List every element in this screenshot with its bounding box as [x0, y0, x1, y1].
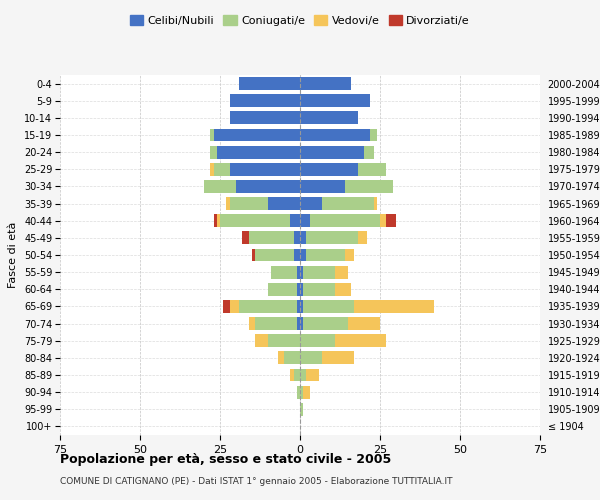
Bar — [300, 180, 345, 193]
Bar — [307, 368, 319, 382]
Bar — [300, 94, 370, 107]
Bar — [214, 128, 300, 141]
Bar — [345, 248, 355, 262]
Bar — [268, 334, 300, 347]
Bar — [271, 266, 297, 278]
Bar — [300, 266, 303, 278]
Bar — [230, 163, 300, 175]
Bar — [303, 283, 335, 296]
Bar — [300, 112, 358, 124]
Bar — [345, 180, 393, 193]
Bar — [293, 248, 300, 262]
Bar — [300, 368, 307, 382]
Bar — [217, 146, 300, 158]
Bar — [230, 197, 268, 210]
Bar — [300, 232, 307, 244]
Bar — [255, 248, 293, 262]
Bar — [300, 77, 351, 90]
Bar — [310, 214, 380, 227]
Bar — [226, 197, 230, 210]
Bar — [297, 317, 300, 330]
Bar — [230, 300, 239, 313]
Bar — [297, 300, 300, 313]
Text: Popolazione per età, sesso e stato civile - 2005: Popolazione per età, sesso e stato civil… — [60, 452, 391, 466]
Bar — [364, 146, 374, 158]
Bar — [242, 232, 249, 244]
Bar — [303, 266, 335, 278]
Bar — [239, 300, 297, 313]
Bar — [358, 232, 367, 244]
Bar — [211, 163, 214, 175]
Bar — [214, 163, 230, 175]
Bar — [293, 232, 300, 244]
Bar — [300, 248, 307, 262]
Bar — [348, 317, 380, 330]
Bar — [293, 368, 300, 382]
Bar — [300, 352, 322, 364]
Bar — [290, 214, 300, 227]
Bar — [211, 146, 217, 158]
Bar — [297, 283, 300, 296]
Bar — [278, 352, 284, 364]
Bar — [380, 214, 386, 227]
Bar — [230, 94, 300, 107]
Bar — [300, 300, 303, 313]
Bar — [268, 197, 300, 210]
Bar — [239, 77, 300, 90]
Bar — [284, 352, 300, 364]
Bar — [303, 300, 355, 313]
Y-axis label: Fasce di età: Fasce di età — [8, 222, 19, 288]
Bar — [300, 334, 335, 347]
Bar — [252, 248, 255, 262]
Bar — [236, 180, 300, 193]
Bar — [300, 146, 364, 158]
Bar — [255, 317, 297, 330]
Bar — [230, 112, 300, 124]
Bar — [303, 386, 310, 398]
Bar — [358, 163, 386, 175]
Bar — [386, 214, 396, 227]
Bar — [335, 283, 351, 296]
Bar — [300, 317, 303, 330]
Bar — [300, 163, 358, 175]
Bar — [300, 197, 322, 210]
Bar — [220, 214, 290, 227]
Bar — [322, 352, 355, 364]
Bar — [370, 128, 377, 141]
Bar — [211, 128, 214, 141]
Text: COMUNE DI CATIGNANO (PE) - Dati ISTAT 1° gennaio 2005 - Elaborazione TUTTITALIA.: COMUNE DI CATIGNANO (PE) - Dati ISTAT 1°… — [60, 478, 452, 486]
Bar — [374, 197, 377, 210]
Bar — [204, 180, 236, 193]
Bar — [300, 128, 370, 141]
Bar — [300, 283, 303, 296]
Bar — [303, 317, 348, 330]
Bar — [300, 214, 310, 227]
Bar — [355, 300, 434, 313]
Bar — [223, 300, 230, 313]
Bar — [322, 197, 374, 210]
Bar — [297, 386, 300, 398]
Bar — [217, 214, 220, 227]
Legend: Celibi/Nubili, Coniugati/e, Vedovi/e, Divorziati/e: Celibi/Nubili, Coniugati/e, Vedovi/e, Di… — [125, 10, 475, 30]
Bar — [255, 334, 268, 347]
Bar — [214, 214, 217, 227]
Bar — [307, 232, 358, 244]
Bar — [249, 317, 255, 330]
Bar — [249, 232, 293, 244]
Bar — [335, 266, 348, 278]
Bar — [268, 283, 297, 296]
Bar — [300, 403, 303, 415]
Bar — [335, 334, 386, 347]
Bar — [300, 386, 303, 398]
Bar — [290, 368, 293, 382]
Bar — [307, 248, 345, 262]
Bar — [297, 266, 300, 278]
